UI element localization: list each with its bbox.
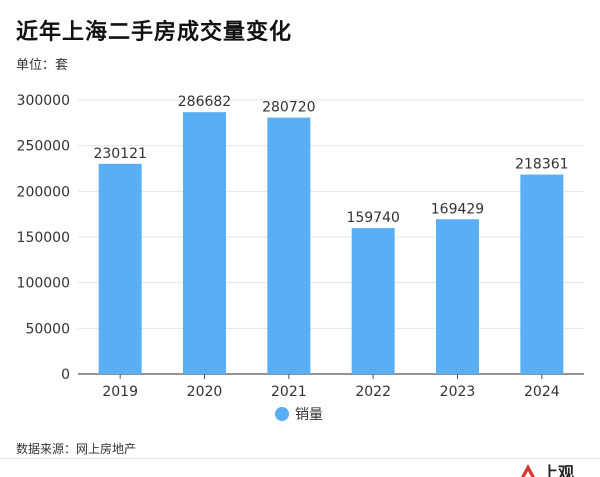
bar-2019 — [98, 163, 142, 374]
brand-logo: 上观 — [518, 462, 574, 477]
chart-title: 近年上海二手房成交量变化 — [16, 20, 293, 45]
y-tick-label: 200000 — [17, 184, 70, 200]
bar-2024 — [520, 174, 564, 374]
bar-2022 — [351, 228, 395, 374]
y-tick-label: 50000 — [25, 321, 70, 337]
data-label-2023: 169429 — [431, 201, 484, 217]
data-label-2022: 159740 — [346, 210, 399, 226]
unit-label: 单位：套 — [16, 58, 69, 73]
y-tick-label: 0 — [61, 367, 70, 383]
data-label-2021: 280720 — [262, 100, 315, 116]
bar-2021 — [267, 117, 311, 374]
x-tick-label-2021: 2021 — [271, 384, 307, 400]
bar-chart: 0 50000 100000 150000 200000 250000 300000 230… — [17, 93, 584, 423]
brand-text: 上观 — [542, 463, 575, 477]
y-tick-label: 300000 — [17, 93, 70, 109]
x-tick-label-2024: 2024 — [524, 384, 560, 400]
bar-2023 — [436, 219, 479, 374]
data-label-2024: 218361 — [515, 157, 568, 173]
y-tick-label: 100000 — [17, 276, 70, 292]
brand-icon — [521, 464, 535, 477]
data-source: 数据来源：网上房地产 — [16, 442, 137, 456]
legend-label: 销量 — [295, 407, 323, 423]
legend-marker — [275, 407, 289, 421]
bar-2020 — [183, 112, 226, 375]
y-tick-label: 150000 — [17, 230, 70, 246]
x-tick-label-2019: 2019 — [102, 384, 138, 400]
x-tick-label-2020: 2020 — [187, 384, 223, 400]
footer-divider — [0, 458, 600, 459]
data-labels: 230121 286682 280720 159740 169429 218361 — [93, 94, 568, 226]
bars — [98, 112, 564, 375]
x-axis-ticks: 2019 2020 2021 2022 2023 2024 — [102, 374, 560, 400]
data-label-2019: 230121 — [93, 146, 146, 162]
grid-lines — [78, 99, 584, 375]
x-tick-label-2022: 2022 — [355, 384, 391, 400]
legend[interactable]: 销量 — [275, 407, 323, 423]
y-axis-ticks: 0 50000 100000 150000 200000 250000 300000 — [17, 93, 70, 383]
y-tick-label: 250000 — [17, 139, 70, 155]
data-label-2020: 286682 — [178, 94, 231, 110]
x-tick-label-2023: 2023 — [440, 384, 476, 400]
